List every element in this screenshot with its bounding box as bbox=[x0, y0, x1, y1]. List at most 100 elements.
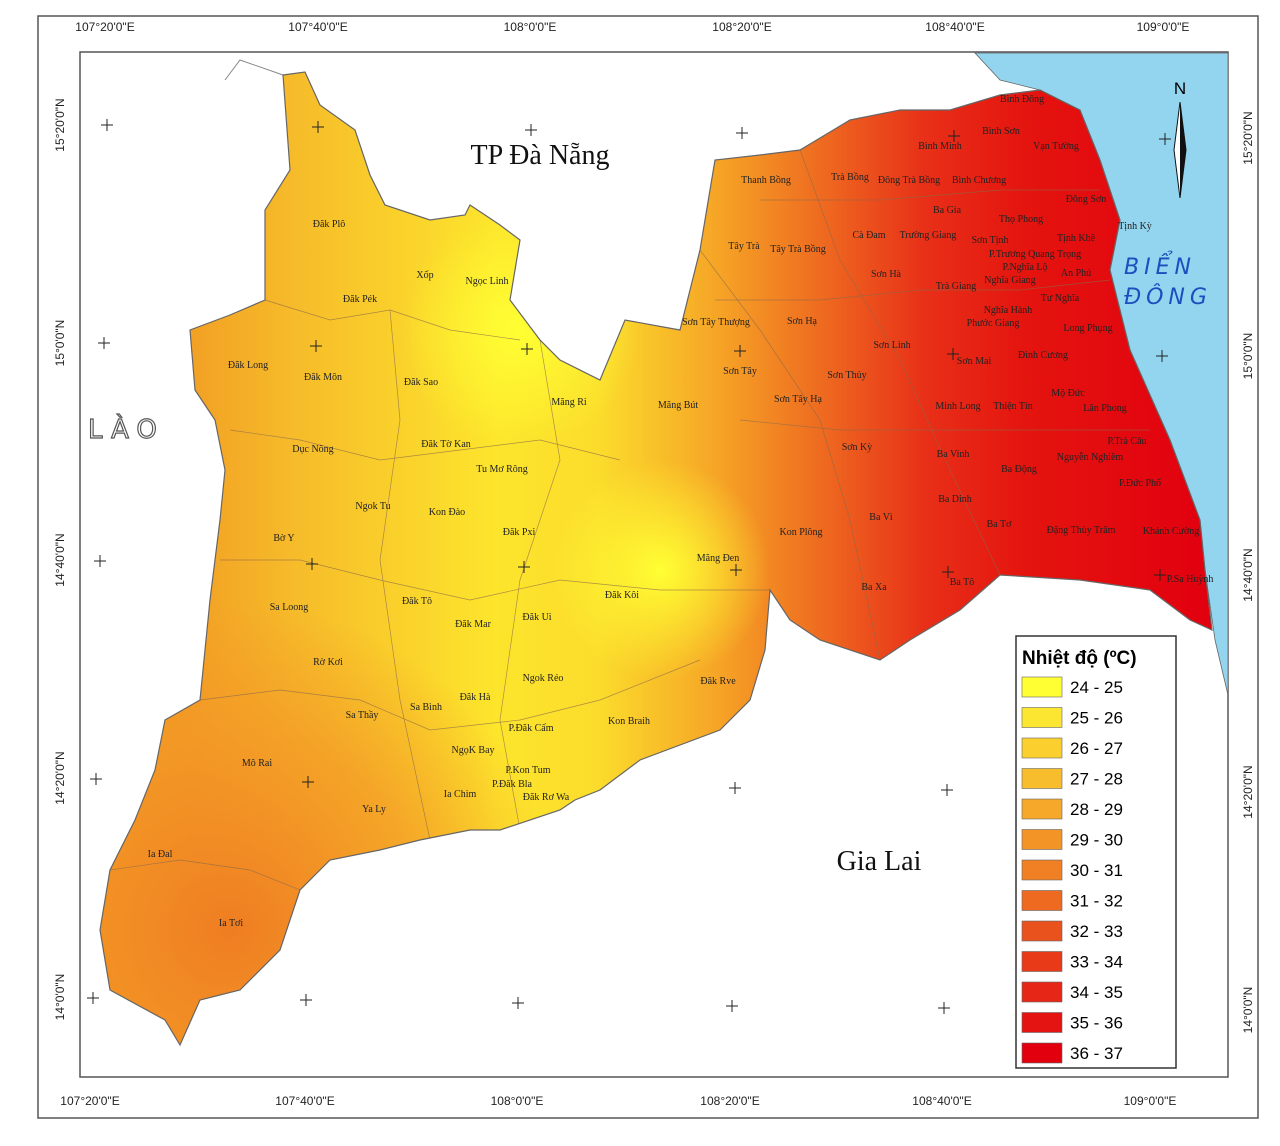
legend: Nhiệt độ (ºC) 24 - 25 25 - 26 26 - 27 27 - … bbox=[1015, 635, 1177, 1069]
legend-title: Nhiệt độ (ºC) bbox=[1022, 648, 1137, 669]
graticule-label: 108°0'0"E bbox=[491, 1094, 544, 1108]
place-label: Ba Tô bbox=[950, 577, 975, 588]
place-label: Măng Bút bbox=[658, 400, 699, 411]
legend-label: 34 - 35 bbox=[1070, 983, 1123, 1002]
legend-label: 36 - 37 bbox=[1070, 1044, 1123, 1063]
place-label: Sơn Tịnh bbox=[971, 235, 1008, 246]
graticule-cross bbox=[90, 773, 102, 785]
legend-swatch bbox=[1021, 707, 1063, 728]
place-label: Bờ Y bbox=[273, 533, 294, 544]
place-label: Sơn Tây Hạ bbox=[774, 394, 822, 405]
place-label: Lân Phong bbox=[1083, 403, 1127, 414]
place-label: Đăk Hà bbox=[460, 692, 491, 703]
place-label: Xốp bbox=[416, 270, 433, 281]
graticule-cross bbox=[310, 340, 322, 352]
place-label: P.Kon Tum bbox=[505, 765, 550, 776]
place-label: P.Đăk Bla bbox=[492, 779, 533, 790]
place-label: Minh Long bbox=[935, 401, 980, 412]
place-label: Đăk Sao bbox=[404, 377, 438, 388]
place-label: Sơn Tây Thượng bbox=[682, 317, 750, 328]
place-label: Đăk Tờ Kan bbox=[421, 439, 471, 450]
graticule-cross bbox=[512, 997, 524, 1009]
graticule-cross bbox=[518, 561, 530, 573]
legend-label: 24 - 25 bbox=[1070, 678, 1123, 697]
place-label: Sơn Kỳ bbox=[842, 442, 873, 453]
legend-label: 35 - 36 bbox=[1070, 1014, 1123, 1033]
place-label: Mộ Đức bbox=[1051, 388, 1085, 399]
graticule-cross bbox=[730, 564, 742, 576]
place-label: Măng Ri bbox=[551, 397, 587, 408]
place-label: Sơn Thủy bbox=[827, 370, 866, 381]
country-label: LÀO bbox=[88, 413, 165, 445]
place-label: P.Đức Phổ bbox=[1119, 478, 1161, 489]
place-label: Ba Tơ bbox=[987, 519, 1013, 530]
graticule-cross bbox=[734, 345, 746, 357]
place-label: Đặng Thùy Trâm bbox=[1047, 525, 1116, 536]
place-label: Trà Giang bbox=[936, 281, 976, 292]
place-label: Sa Loong bbox=[270, 602, 309, 613]
legend-swatch bbox=[1021, 890, 1063, 911]
place-label: Cà Đam bbox=[852, 230, 885, 241]
north-arrow: N bbox=[1173, 79, 1187, 199]
legend-swatch bbox=[1021, 798, 1063, 820]
commune-borders bbox=[109, 149, 1150, 891]
graticule-label: 14°0'0"N bbox=[1241, 987, 1255, 1034]
graticule-cross bbox=[736, 127, 748, 139]
sea-label: BIỂN bbox=[1124, 252, 1196, 280]
place-label: Long Phụng bbox=[1063, 323, 1112, 334]
place-label: Sa Bình bbox=[410, 702, 442, 713]
place-label: Ia Chim bbox=[444, 789, 477, 800]
legend-label: 30 - 31 bbox=[1070, 861, 1123, 880]
graticule-label: 14°0'0"N bbox=[53, 974, 67, 1021]
place-label: Đăk Plô bbox=[313, 219, 346, 230]
place-label: Vạn Tường bbox=[1033, 141, 1079, 152]
place-label: Trường Giang bbox=[900, 230, 957, 241]
graticule-label: 108°40'0"E bbox=[925, 20, 984, 34]
graticule-label: 109°0'0"E bbox=[1124, 1094, 1177, 1108]
place-label: Kon Braih bbox=[608, 716, 650, 727]
north-arrow-shape bbox=[1180, 102, 1186, 198]
graticule-label: 14°40'0"N bbox=[1241, 548, 1255, 601]
place-label: NgọK Bay bbox=[451, 745, 494, 756]
graticule-label: 109°0'0"E bbox=[1137, 20, 1190, 34]
graticule-cross bbox=[947, 348, 959, 360]
place-label: Kon Plông bbox=[779, 527, 822, 538]
place-label: Ngok Tu bbox=[355, 501, 390, 512]
graticule-label: 15°20'0"N bbox=[1241, 111, 1255, 164]
graticule-cross bbox=[1156, 350, 1168, 362]
legend-swatch bbox=[1021, 737, 1063, 759]
place-label: Ia Tơi bbox=[219, 918, 243, 929]
legend-swatch bbox=[1021, 981, 1063, 1003]
place-label: Sơn Linh bbox=[873, 340, 910, 351]
place-label: Tịnh Khê bbox=[1057, 233, 1096, 244]
graticule-cross bbox=[729, 782, 741, 794]
legend-label: 29 - 30 bbox=[1070, 831, 1123, 850]
place-label: Phước Giang bbox=[967, 318, 1020, 329]
place-label: Nguyễn Nghiêm bbox=[1057, 452, 1124, 463]
graticule-cross bbox=[726, 1000, 738, 1012]
graticule-label: 15°0'0"N bbox=[1241, 333, 1255, 380]
graticule-label: 15°0'0"N bbox=[53, 320, 67, 367]
place-label: Thiện Tín bbox=[993, 401, 1033, 412]
legend-swatch bbox=[1021, 1042, 1063, 1064]
graticule-cross bbox=[948, 130, 960, 142]
place-label: Nghĩa Giang bbox=[984, 275, 1035, 286]
place-label: Tịnh Kỳ bbox=[1118, 221, 1152, 232]
place-label: Ngok Réo bbox=[523, 673, 564, 684]
graticule-label: 14°20'0"N bbox=[53, 751, 67, 804]
legend-box bbox=[1015, 635, 1177, 1069]
graticule-label: 108°0'0"E bbox=[504, 20, 557, 34]
place-label: Đăk Rơ Wa bbox=[523, 792, 570, 803]
legend-label: 32 - 33 bbox=[1070, 922, 1123, 941]
place-label: Đăk Tô bbox=[402, 596, 432, 607]
place-label: Đăk Ui bbox=[522, 612, 551, 623]
graticule-label: 107°20'0"E bbox=[60, 1094, 119, 1108]
graticule-cross bbox=[87, 992, 99, 1004]
graticule-cross bbox=[302, 776, 314, 788]
place-label: Ba Dinh bbox=[938, 494, 972, 505]
graticule-cross bbox=[306, 558, 318, 570]
place-label: Khánh Cường bbox=[1143, 526, 1200, 537]
graticule-label: 14°40'0"N bbox=[53, 533, 67, 586]
